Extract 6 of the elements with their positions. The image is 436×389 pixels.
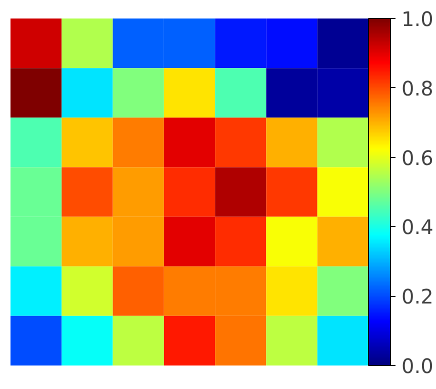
color-bar-label: 0.0 (402, 354, 434, 378)
color-bar-label: 0.2 (402, 284, 434, 309)
color-bar-label: 0.4 (402, 215, 434, 240)
color-bar-label: 0.8 (402, 76, 434, 100)
color-bar-label: 0.6 (402, 146, 434, 170)
color-bar-label: 1.0 (402, 7, 434, 31)
